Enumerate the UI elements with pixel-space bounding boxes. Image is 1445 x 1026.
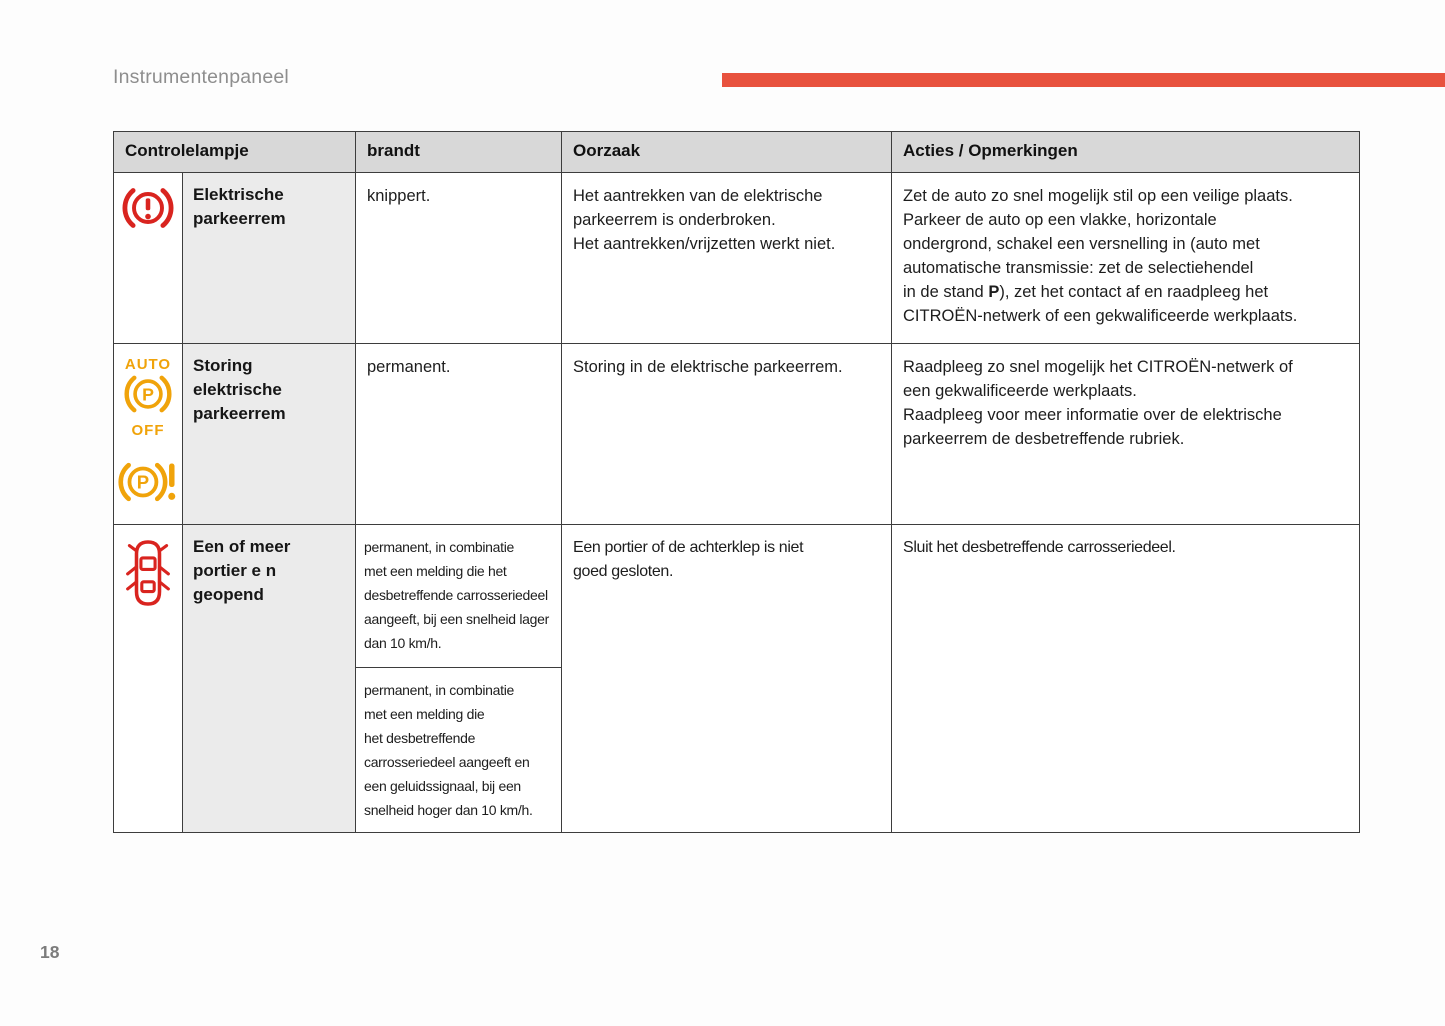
- header-brandt: brandt: [355, 131, 562, 173]
- acties-text-part: Zet de auto zo snel mogelijk stil op een…: [903, 187, 1293, 301]
- brandt-cell-split: permanent, in combinatie met een melding…: [355, 524, 562, 833]
- parking-brake-fault-icon: P: [116, 459, 180, 512]
- warning-label: Elektrische parkeerrem: [193, 185, 286, 228]
- brandt-text: knippert.: [367, 187, 431, 205]
- off-label: OFF: [131, 422, 165, 439]
- header-acties: Acties / Opmerkingen: [891, 131, 1360, 173]
- acties-cell: Sluit het desbetreffende carrosseriedeel…: [891, 524, 1360, 833]
- brandt-text: permanent.: [367, 358, 451, 376]
- oorzaak-text: Storing in de elektrische parkeerrem.: [573, 358, 843, 376]
- brandt-subcell-high-speed: permanent, in combinatie met een melding…: [364, 682, 533, 818]
- acties-text: Raadpleeg zo snel mogelijk het CITROËN-n…: [903, 358, 1293, 400]
- warning-icon-cell: [113, 172, 183, 344]
- brandt-cell: permanent.: [355, 343, 562, 525]
- table-row-electric-parking-brake: Elektrische parkeerrem knippert. Het aan…: [113, 172, 1360, 344]
- oorzaak-text: Een portier of de achterklep is niet goe…: [573, 539, 804, 580]
- electric-parking-brake-alert-icon: [120, 188, 176, 235]
- acties-cell: Zet de auto zo snel mogelijk stil op een…: [891, 172, 1360, 344]
- door-open-icon: [125, 540, 171, 613]
- page-title: Instrumentenpaneel: [113, 66, 289, 88]
- oorzaak-cell: Het aantrekken van de elektrische parkee…: [561, 172, 892, 344]
- auto-parking-brake-off-icon: AUTO P OFF: [121, 356, 175, 439]
- page-number: 18: [40, 942, 60, 962]
- warning-icon-cell: AUTO P OFF: [113, 343, 183, 525]
- table-row-door-open: Een of meer portier e n geopend permanen…: [113, 524, 1360, 833]
- table-row-parking-brake-fault: AUTO P OFF: [113, 343, 1360, 525]
- header-oorzaak: Oorzaak: [561, 131, 892, 173]
- svg-text:P: P: [137, 472, 149, 493]
- warning-icon-cell: [113, 524, 183, 833]
- acties-text-part: ), zet het contact af en raadpleeg het C…: [903, 283, 1298, 325]
- acties-cell: Raadpleeg zo snel mogelijk het CITROËN-n…: [891, 343, 1360, 525]
- auto-label: AUTO: [124, 356, 172, 373]
- acties-text: Sluit het desbetreffende carrosseriedeel…: [903, 539, 1176, 556]
- oorzaak-cell: Storing in de elektrische parkeerrem.: [561, 343, 892, 525]
- oorzaak-cell: Een portier of de achterklep is niet goe…: [561, 524, 892, 833]
- warning-lights-table-container: Controlelampje brandt Oorzaak Acties / O…: [113, 131, 1360, 833]
- header-controlelampje: Controlelampje: [113, 131, 356, 173]
- warning-label-cell: Elektrische parkeerrem: [182, 172, 356, 344]
- brandt-cell: knippert.: [355, 172, 562, 344]
- acties-text: Zet de auto zo snel mogelijk stil op een…: [903, 184, 1348, 328]
- acties-bold-p: P: [988, 283, 1000, 301]
- acties-text: Raadpleeg voor meer informatie over de e…: [903, 406, 1282, 448]
- accent-bar: [722, 73, 1445, 87]
- oorzaak-text: Het aantrekken van de elektrische parkee…: [573, 187, 823, 229]
- svg-text:P: P: [142, 384, 154, 404]
- warning-lights-table: Controlelampje brandt Oorzaak Acties / O…: [113, 131, 1360, 833]
- warning-label: Storing elektrische parkeerrem: [193, 356, 286, 423]
- brandt-subcell-low-speed: permanent, in combinatie met een melding…: [356, 525, 561, 668]
- oorzaak-text: Het aantrekken/vrijzetten werkt niet.: [573, 235, 836, 253]
- warning-label-cell: Een of meer portier e n geopend: [182, 524, 356, 833]
- table-header: Controlelampje brandt Oorzaak Acties / O…: [113, 131, 1360, 173]
- warning-label-cell: Storing elektrische parkeerrem: [182, 343, 356, 525]
- warning-label: Een of meer portier e n geopend: [193, 537, 291, 604]
